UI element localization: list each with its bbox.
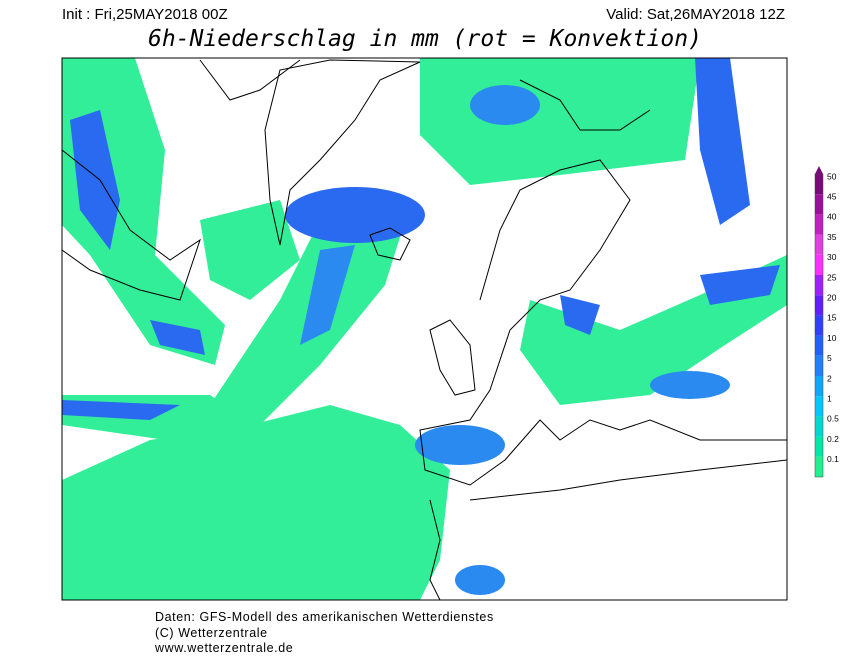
legend-label: 5 xyxy=(827,353,832,363)
precip-core xyxy=(695,58,750,225)
legend-swatch xyxy=(815,436,823,457)
init-time: Init : Fri,25MAY2018 00Z xyxy=(62,6,228,23)
legend-label: 10 xyxy=(827,333,837,343)
legend-label: 40 xyxy=(827,212,837,222)
precip-core xyxy=(300,245,355,345)
legend-swatch xyxy=(815,275,823,296)
legend-label: 45 xyxy=(827,191,837,201)
coastline xyxy=(264,59,421,246)
legend-label: 0.1 xyxy=(827,454,839,464)
legend-swatch xyxy=(815,355,823,376)
coastline xyxy=(199,59,301,101)
legend-label: 0.5 xyxy=(827,414,839,424)
coastline xyxy=(429,319,476,396)
legend-label: 35 xyxy=(827,232,837,242)
footer-line: (C) Wetterzentrale xyxy=(155,626,268,640)
precip-core xyxy=(470,85,540,125)
precip-core xyxy=(560,295,600,335)
legend-swatch xyxy=(815,376,823,397)
legend-swatch xyxy=(815,254,823,275)
legend-arrow xyxy=(815,166,823,174)
legend-swatch xyxy=(815,174,823,195)
legend-swatch xyxy=(815,396,823,417)
map-title: 6h-Niederschlag in mm (rot = Konvektion) xyxy=(148,26,702,52)
precip-core xyxy=(455,565,505,595)
legend-label: 20 xyxy=(827,292,837,302)
legend-label: 25 xyxy=(827,272,837,282)
legend-swatch xyxy=(815,456,823,477)
legend-swatch xyxy=(815,194,823,215)
legend-swatch xyxy=(815,234,823,255)
precip-core xyxy=(70,110,120,250)
precip-core xyxy=(415,425,505,465)
legend-label: 30 xyxy=(827,252,837,262)
coastline xyxy=(519,79,651,131)
coastline xyxy=(369,227,411,261)
legend: 50 45 40 35 30 25 20 15 10 5 2 1 0.5 0.2 0.1 xyxy=(814,166,839,478)
precip-core xyxy=(150,320,205,355)
coastlines xyxy=(62,59,787,600)
map xyxy=(61,57,788,601)
legend-label: 0.2 xyxy=(827,434,839,444)
coastline xyxy=(429,459,787,600)
legend-swatch xyxy=(815,416,823,437)
valid-time: Valid: Sat,26MAY2018 12Z xyxy=(606,6,785,23)
footer-line: www.wetterzentrale.de xyxy=(154,641,293,655)
precip-core xyxy=(285,187,425,243)
legend-label: 50 xyxy=(827,171,837,181)
legend-swatch xyxy=(815,335,823,356)
map-frame xyxy=(61,57,788,601)
precip-core xyxy=(62,400,180,420)
precip-area xyxy=(200,200,300,300)
legend-label: 1 xyxy=(827,393,832,403)
legend-swatch xyxy=(815,295,823,316)
legend-label: 2 xyxy=(827,373,832,383)
precip-field xyxy=(62,58,787,600)
legend-swatch xyxy=(815,214,823,235)
legend-label: 15 xyxy=(827,313,837,323)
legend-swatch xyxy=(815,315,823,336)
coastline xyxy=(62,149,201,301)
coastline xyxy=(419,159,787,486)
footer-line: Daten: GFS-Modell des amerikanischen Wet… xyxy=(155,610,494,624)
precip-core xyxy=(650,371,730,399)
precip-core xyxy=(700,265,780,305)
legend-frame xyxy=(814,173,824,478)
